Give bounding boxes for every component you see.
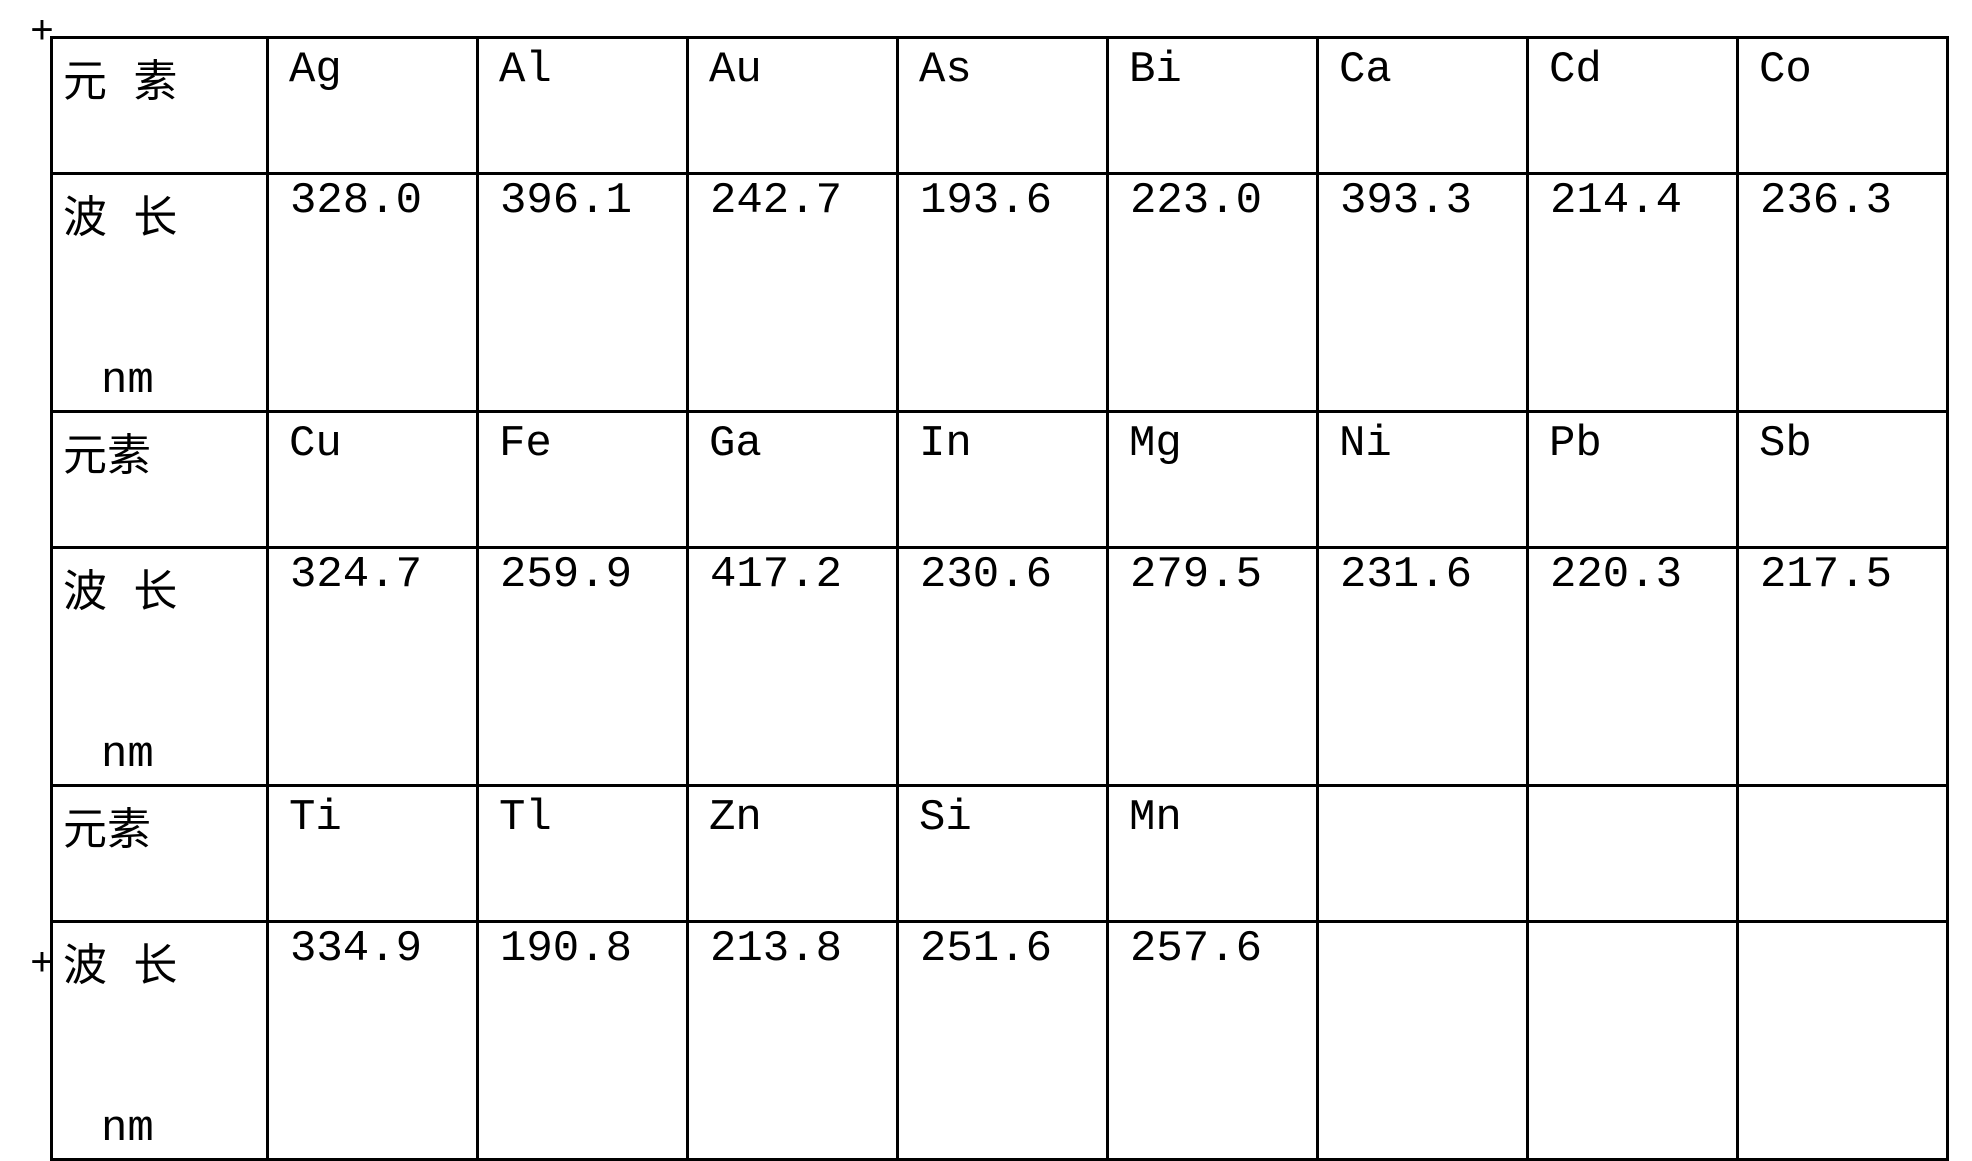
wavelength-value: 193.6 [900, 176, 1105, 226]
element-cell: Si [898, 786, 1108, 922]
row-header-element-text: 元素 [63, 793, 256, 858]
element-cell: Zn [688, 786, 898, 922]
wavelength-value: 217.5 [1740, 550, 1945, 600]
element-cell: Cd [1528, 38, 1738, 174]
element-cell [1528, 786, 1738, 922]
row-header-element: 元 素 [52, 38, 268, 174]
wavelength-cell: 220.3 [1528, 548, 1738, 786]
wavelength-cell [1528, 922, 1738, 1160]
wavelength-value: 236.3 [1740, 176, 1945, 226]
row-header-wavelength-line1: 波 长 [63, 555, 256, 620]
element-cell: Ni [1318, 412, 1528, 548]
row-header-element-text: 元 素 [63, 45, 256, 110]
wavelength-cell: 393.3 [1318, 174, 1528, 412]
wavelength-value: 223.0 [1110, 176, 1315, 226]
element-cell: Sb [1738, 412, 1948, 548]
element-cell: In [898, 412, 1108, 548]
element-cell: Fe [478, 412, 688, 548]
element-cell [1738, 786, 1948, 922]
row-header-element-text: 元素 [63, 419, 256, 484]
wavelength-cell: 193.6 [898, 174, 1108, 412]
wavelength-cell: 257.6 [1108, 922, 1318, 1160]
element-cell: Pb [1528, 412, 1738, 548]
wavelength-cell: 236.3 [1738, 174, 1948, 412]
wavelength-value: 220.3 [1530, 550, 1735, 600]
row-header-wavelength-line1: 波 长 [63, 929, 256, 994]
wavelength-value: 231.6 [1320, 550, 1525, 600]
wavelength-value: 259.9 [480, 550, 685, 600]
element-cell: Co [1738, 38, 1948, 174]
wavelength-cell: 230.6 [898, 548, 1108, 786]
element-cell: Cu [268, 412, 478, 548]
wavelength-cell: 324.7 [268, 548, 478, 786]
wavelength-cell: 251.6 [898, 922, 1108, 1160]
element-cell: Ag [268, 38, 478, 174]
wavelength-cell: 223.0 [1108, 174, 1318, 412]
wavelength-value: 257.6 [1110, 924, 1315, 974]
element-cell: As [898, 38, 1108, 174]
row-header-wavelength-line1: 波 长 [63, 181, 256, 246]
table-row: 元 素 Ag Al Au As Bi Ca Cd Co [52, 38, 1948, 174]
page-root: + + 元 素 Ag Al Au As Bi Ca Cd Co 波 长 nm 3… [0, 0, 1972, 988]
wavelength-cell: 334.9 [268, 922, 478, 1160]
wavelength-cell [1738, 922, 1948, 1160]
element-cell: Ga [688, 412, 898, 548]
wavelength-table: 元 素 Ag Al Au As Bi Ca Cd Co 波 长 nm 328.0… [50, 36, 1949, 1161]
wavelength-cell [1318, 922, 1528, 1160]
wavelength-cell: 279.5 [1108, 548, 1318, 786]
table-row: 波 长 nm 324.7 259.9 417.2 230.6 279.5 231… [52, 548, 1948, 786]
wavelength-value: 214.4 [1530, 176, 1735, 226]
element-cell: Mn [1108, 786, 1318, 922]
row-header-element: 元素 [52, 786, 268, 922]
wavelength-cell: 396.1 [478, 174, 688, 412]
wavelength-value: 324.7 [270, 550, 475, 600]
wavelength-cell: 328.0 [268, 174, 478, 412]
wavelength-value: 242.7 [690, 176, 895, 226]
wavelength-value: 251.6 [900, 924, 1105, 974]
wavelength-cell: 242.7 [688, 174, 898, 412]
wavelength-cell: 231.6 [1318, 548, 1528, 786]
table-row: 元素 Ti Tl Zn Si Mn [52, 786, 1948, 922]
row-header-element: 元素 [52, 412, 268, 548]
wavelength-value: 334.9 [270, 924, 475, 974]
wavelength-value: 190.8 [480, 924, 685, 974]
row-header-wavelength-line2: nm [63, 1104, 256, 1154]
row-header-wavelength-line2: nm [63, 730, 256, 780]
element-cell [1318, 786, 1528, 922]
wavelength-cell: 217.5 [1738, 548, 1948, 786]
element-cell: Tl [478, 786, 688, 922]
element-cell: Au [688, 38, 898, 174]
wavelength-value: 279.5 [1110, 550, 1315, 600]
table-row: 波 长 nm 334.9 190.8 213.8 251.6 257.6 [52, 922, 1948, 1160]
wavelength-value: 417.2 [690, 550, 895, 600]
row-header-wavelength: 波 长 nm [52, 174, 268, 412]
row-header-wavelength: 波 长 nm [52, 548, 268, 786]
wavelength-cell: 259.9 [478, 548, 688, 786]
row-header-wavelength: 波 长 nm [52, 922, 268, 1160]
table-row: 波 长 nm 328.0 396.1 242.7 193.6 223.0 393… [52, 174, 1948, 412]
wavelength-cell: 190.8 [478, 922, 688, 1160]
wavelength-cell: 214.4 [1528, 174, 1738, 412]
wavelength-value: 213.8 [690, 924, 895, 974]
row-header-wavelength-line2: nm [63, 356, 256, 406]
wavelength-value: 393.3 [1320, 176, 1525, 226]
element-cell: Bi [1108, 38, 1318, 174]
element-cell: Al [478, 38, 688, 174]
element-cell: Ca [1318, 38, 1528, 174]
element-cell: Mg [1108, 412, 1318, 548]
wavelength-value: 396.1 [480, 176, 685, 226]
element-cell: Ti [268, 786, 478, 922]
wavelength-cell: 417.2 [688, 548, 898, 786]
wavelength-cell: 213.8 [688, 922, 898, 1160]
wavelength-value: 230.6 [900, 550, 1105, 600]
wavelength-value: 328.0 [270, 176, 475, 226]
table-row: 元素 Cu Fe Ga In Mg Ni Pb Sb [52, 412, 1948, 548]
